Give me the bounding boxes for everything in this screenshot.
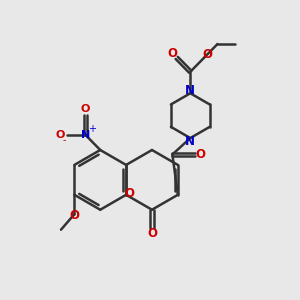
Text: N: N <box>185 134 195 148</box>
Text: O: O <box>167 47 178 60</box>
Text: O: O <box>69 209 80 222</box>
Text: O: O <box>80 104 90 114</box>
Text: -: - <box>62 135 66 145</box>
Text: O: O <box>56 130 65 140</box>
Text: N: N <box>81 130 90 140</box>
Text: O: O <box>195 148 205 161</box>
Text: +: + <box>88 124 96 134</box>
Text: O: O <box>124 187 134 200</box>
Text: O: O <box>147 226 157 239</box>
Text: O: O <box>203 48 213 61</box>
Text: N: N <box>185 84 195 97</box>
